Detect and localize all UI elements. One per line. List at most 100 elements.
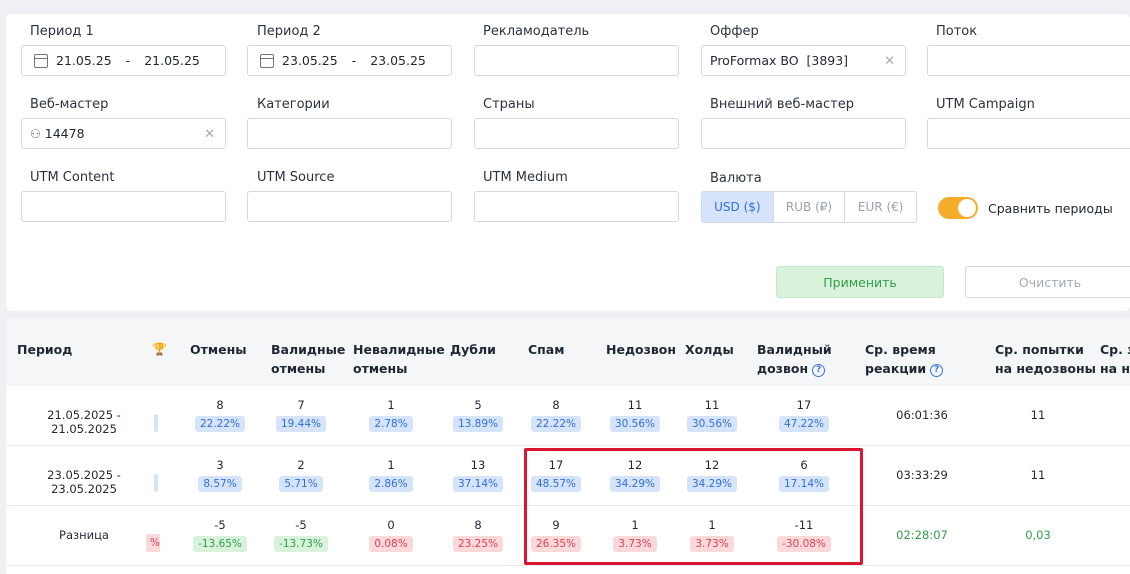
cell-valid-cancels: 7 19.44% — [271, 398, 331, 432]
cell-value: 17 — [548, 458, 564, 472]
clear-offer-icon[interactable]: ✕ — [884, 54, 895, 69]
period2-date-range[interactable]: 23.05.25 - 23.05.25 — [247, 45, 452, 76]
cell-value: 0 — [387, 518, 395, 532]
col-valid-call[interactable]: Валидный дозвон? — [757, 340, 832, 378]
advertiser-label: Рекламодатель — [483, 24, 590, 39]
col-cancels[interactable]: Отмены — [190, 342, 247, 357]
col-no-answer[interactable]: Недозвон — [606, 342, 677, 357]
webmaster-value: 14478 — [44, 126, 85, 141]
categories-select[interactable] — [247, 118, 452, 149]
currency-rub[interactable]: RUB (₽) — [772, 192, 845, 222]
toggle-knob — [958, 199, 976, 217]
period1-label: Период 1 — [30, 24, 94, 39]
col-duplicates[interactable]: Дубли — [450, 342, 496, 357]
percent-badge: 8.57% — [198, 476, 242, 492]
col-avg-attempts[interactable]: Ср. попытки на недозвоны — [995, 340, 1096, 378]
cell-value: 8 — [552, 398, 560, 412]
cell-value: 8 — [474, 518, 482, 532]
cell-avg-reaction: 03:33:29 — [896, 468, 948, 482]
percent-badge: 48.57% — [530, 476, 582, 492]
countries-select[interactable] — [474, 118, 679, 149]
currency-eur[interactable]: EUR (€) — [844, 192, 916, 222]
utm-content-input[interactable] — [21, 191, 226, 222]
offer-value: ProFormax BO [3893] — [710, 53, 849, 68]
external-webmaster-select[interactable] — [701, 118, 906, 149]
period1-to: 21.05.25 — [144, 53, 200, 68]
webmaster-label: Веб-мастер — [30, 97, 109, 112]
cell-value: 7 — [297, 398, 305, 412]
cell-value: 5 — [474, 398, 482, 412]
col-avg-reaction-l1: Ср. время — [865, 342, 936, 357]
currency-usd[interactable]: USD ($) — [702, 192, 773, 222]
categories-label: Категории — [257, 97, 330, 112]
cell-invalid-cancels: 1 2.78% — [361, 398, 421, 432]
cell-no-answer: 1 3.73% — [605, 518, 665, 552]
percent-badge: 26.35% — [530, 536, 582, 552]
percent-badge: 5.71% — [279, 476, 323, 492]
col-holds[interactable]: Холды — [685, 342, 734, 357]
clear-button[interactable]: Очистить — [965, 266, 1130, 298]
cell-cancels: 3 8.57% — [190, 458, 250, 492]
col-cut-l1: Ср. з — [1100, 342, 1130, 357]
truncated-badge — [154, 414, 158, 432]
utm-content-label: UTM Content — [30, 170, 115, 185]
col-invalid-cancels[interactable]: Невалидные отмены — [353, 340, 445, 378]
row-period: Разница — [59, 528, 109, 542]
cell-avg-attempts: 11 — [1030, 468, 1046, 482]
col-cut[interactable]: Ср. з на не — [1100, 340, 1130, 378]
utm-campaign-input[interactable] — [927, 118, 1130, 149]
cell-avg-attempts: 11 — [1030, 408, 1046, 422]
col-spam[interactable]: Спам — [528, 342, 565, 357]
calendar-icon — [34, 53, 48, 68]
cell-avg-reaction: 06:01:36 — [896, 408, 948, 422]
percent-badge: 22.22% — [530, 416, 582, 432]
col-avg-reaction[interactable]: Ср. время реакции? — [865, 340, 944, 378]
external-webmaster-label: Внешний веб-мастер — [710, 97, 854, 112]
cell-invalid-cancels: 0 0.08% — [361, 518, 421, 552]
cell-value: 12 — [627, 458, 643, 472]
utm-source-input[interactable] — [247, 191, 452, 222]
cell-no-answer: 11 30.56% — [605, 398, 665, 432]
trophy-icon[interactable]: 🏆 — [152, 342, 167, 356]
cell-value: 12 — [704, 458, 720, 472]
offer-select[interactable]: ProFormax BO [3893] ✕ — [701, 45, 906, 76]
cell-valid-call: -11 -30.08% — [774, 518, 834, 552]
help-icon[interactable]: ? — [812, 364, 826, 377]
advertiser-select[interactable] — [474, 45, 679, 76]
cell-invalid-cancels: 1 2.86% — [361, 458, 421, 492]
cell-value: 11 — [627, 398, 643, 412]
cell-spam: 17 48.57% — [526, 458, 586, 492]
utm-medium-input[interactable] — [474, 191, 679, 222]
col-valid-cancels[interactable]: Валидные отмены — [271, 340, 345, 378]
cell-value: 1 — [631, 518, 639, 532]
period1-date-range[interactable]: 21.05.25 - 21.05.25 — [21, 45, 226, 76]
table-header: Период 🏆 Отмены Валидные отмены Невалидны… — [6, 318, 1130, 386]
col-valid-call-l1: Валидный — [757, 342, 832, 357]
period2-from: 23.05.25 — [282, 53, 338, 68]
percent-badge: -30.08% — [777, 536, 831, 552]
apply-button[interactable]: Применить — [776, 266, 944, 298]
utm-campaign-label: UTM Campaign — [936, 97, 1035, 112]
percent-badge: -13.73% — [274, 536, 328, 552]
percent-badge: 37.14% — [452, 476, 504, 492]
webmaster-select[interactable]: ⚇ 14478 ✕ — [21, 118, 226, 149]
col-avg-attempts-l1: Ср. попытки — [995, 342, 1084, 357]
clear-webmaster-icon[interactable]: ✕ — [204, 127, 215, 142]
calendar-icon — [260, 53, 274, 68]
col-period[interactable]: Период — [17, 342, 73, 357]
compare-periods-toggle[interactable] — [938, 197, 978, 219]
row-period: 23.05.2025 - 23.05.2025 — [47, 468, 121, 496]
cell-value: 2 — [297, 458, 305, 472]
stats-table: Период 🏆 Отмены Валидные отмены Невалидны… — [6, 318, 1130, 574]
cell-holds: 12 34.29% — [682, 458, 742, 492]
percent-badge: 30.56% — [686, 416, 738, 432]
help-icon[interactable]: ? — [930, 364, 944, 377]
cell-value: 3 — [216, 458, 224, 472]
percent-badge: 34.29% — [609, 476, 661, 492]
percent-badge: 3.73% — [613, 536, 657, 552]
stream-select[interactable] — [927, 45, 1130, 76]
col-invalid-cancels-l1: Невалидные — [353, 342, 445, 357]
cell-value: 1 — [387, 458, 395, 472]
period2-to: 23.05.25 — [370, 53, 426, 68]
